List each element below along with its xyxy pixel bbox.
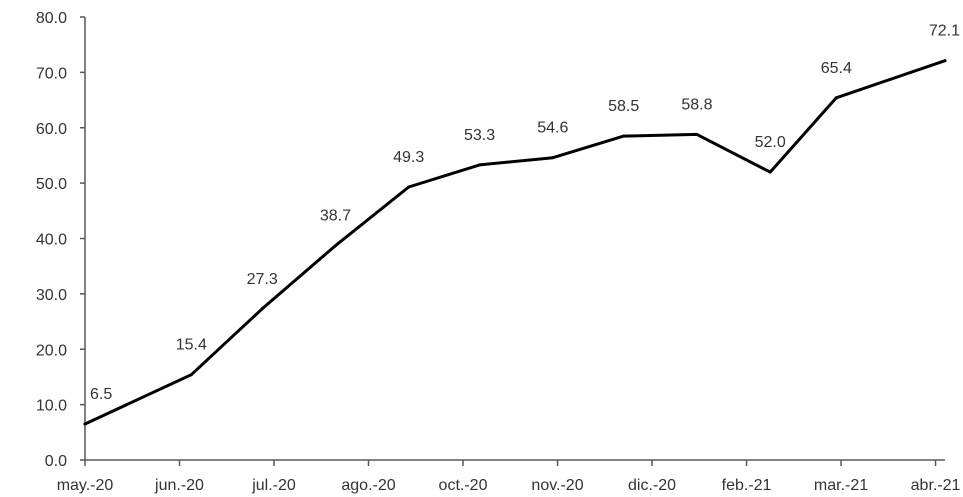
x-tick-label: dic.-20	[628, 477, 676, 494]
x-tick-label: oct.-20	[439, 477, 488, 494]
x-tick-label: abr.-21	[911, 477, 961, 494]
x-tick-label: feb.-21	[722, 477, 772, 494]
data-point	[551, 156, 555, 160]
data-label: 53.3	[464, 127, 495, 144]
data-point	[189, 373, 193, 377]
data-point	[695, 132, 699, 136]
x-tick-label: may.-20	[57, 477, 114, 494]
y-tick-label: 40.0	[36, 232, 67, 249]
data-point	[333, 244, 337, 248]
data-label: 54.6	[537, 120, 568, 137]
data-label: 49.3	[393, 149, 424, 166]
y-tick-label: 30.0	[36, 287, 67, 304]
x-tick-label: nov.-20	[531, 477, 583, 494]
data-point	[260, 307, 264, 311]
data-label: 65.4	[821, 60, 852, 77]
y-tick-label: 80.0	[36, 10, 67, 27]
data-point	[407, 185, 411, 189]
y-tick-label: 0.0	[45, 453, 67, 470]
y-tick-label: 20.0	[36, 342, 67, 359]
data-label: 52.0	[755, 134, 786, 151]
data-point	[834, 96, 838, 100]
y-tick-label: 70.0	[36, 65, 67, 82]
x-tick-label: jul.-20	[251, 477, 296, 494]
data-label: 15.4	[176, 337, 207, 354]
x-tick-label: jun.-20	[154, 477, 204, 494]
data-label: 58.8	[681, 96, 712, 113]
data-label: 72.1	[929, 23, 960, 40]
y-tick-label: 50.0	[36, 176, 67, 193]
data-point	[943, 59, 947, 63]
x-tick-label: ago.-20	[341, 477, 395, 494]
data-point	[622, 134, 626, 138]
data-label: 27.3	[247, 271, 278, 288]
data-label: 6.5	[90, 386, 112, 403]
series-line	[83, 59, 947, 426]
data-point	[768, 170, 772, 174]
x-tick-label: mar.-21	[814, 477, 868, 494]
data-label: 58.5	[608, 98, 639, 115]
data-label: 38.7	[320, 208, 351, 225]
y-tick-label: 60.0	[36, 121, 67, 138]
y-tick-label: 10.0	[36, 398, 67, 415]
data-point	[83, 422, 87, 426]
data-point	[478, 163, 482, 167]
